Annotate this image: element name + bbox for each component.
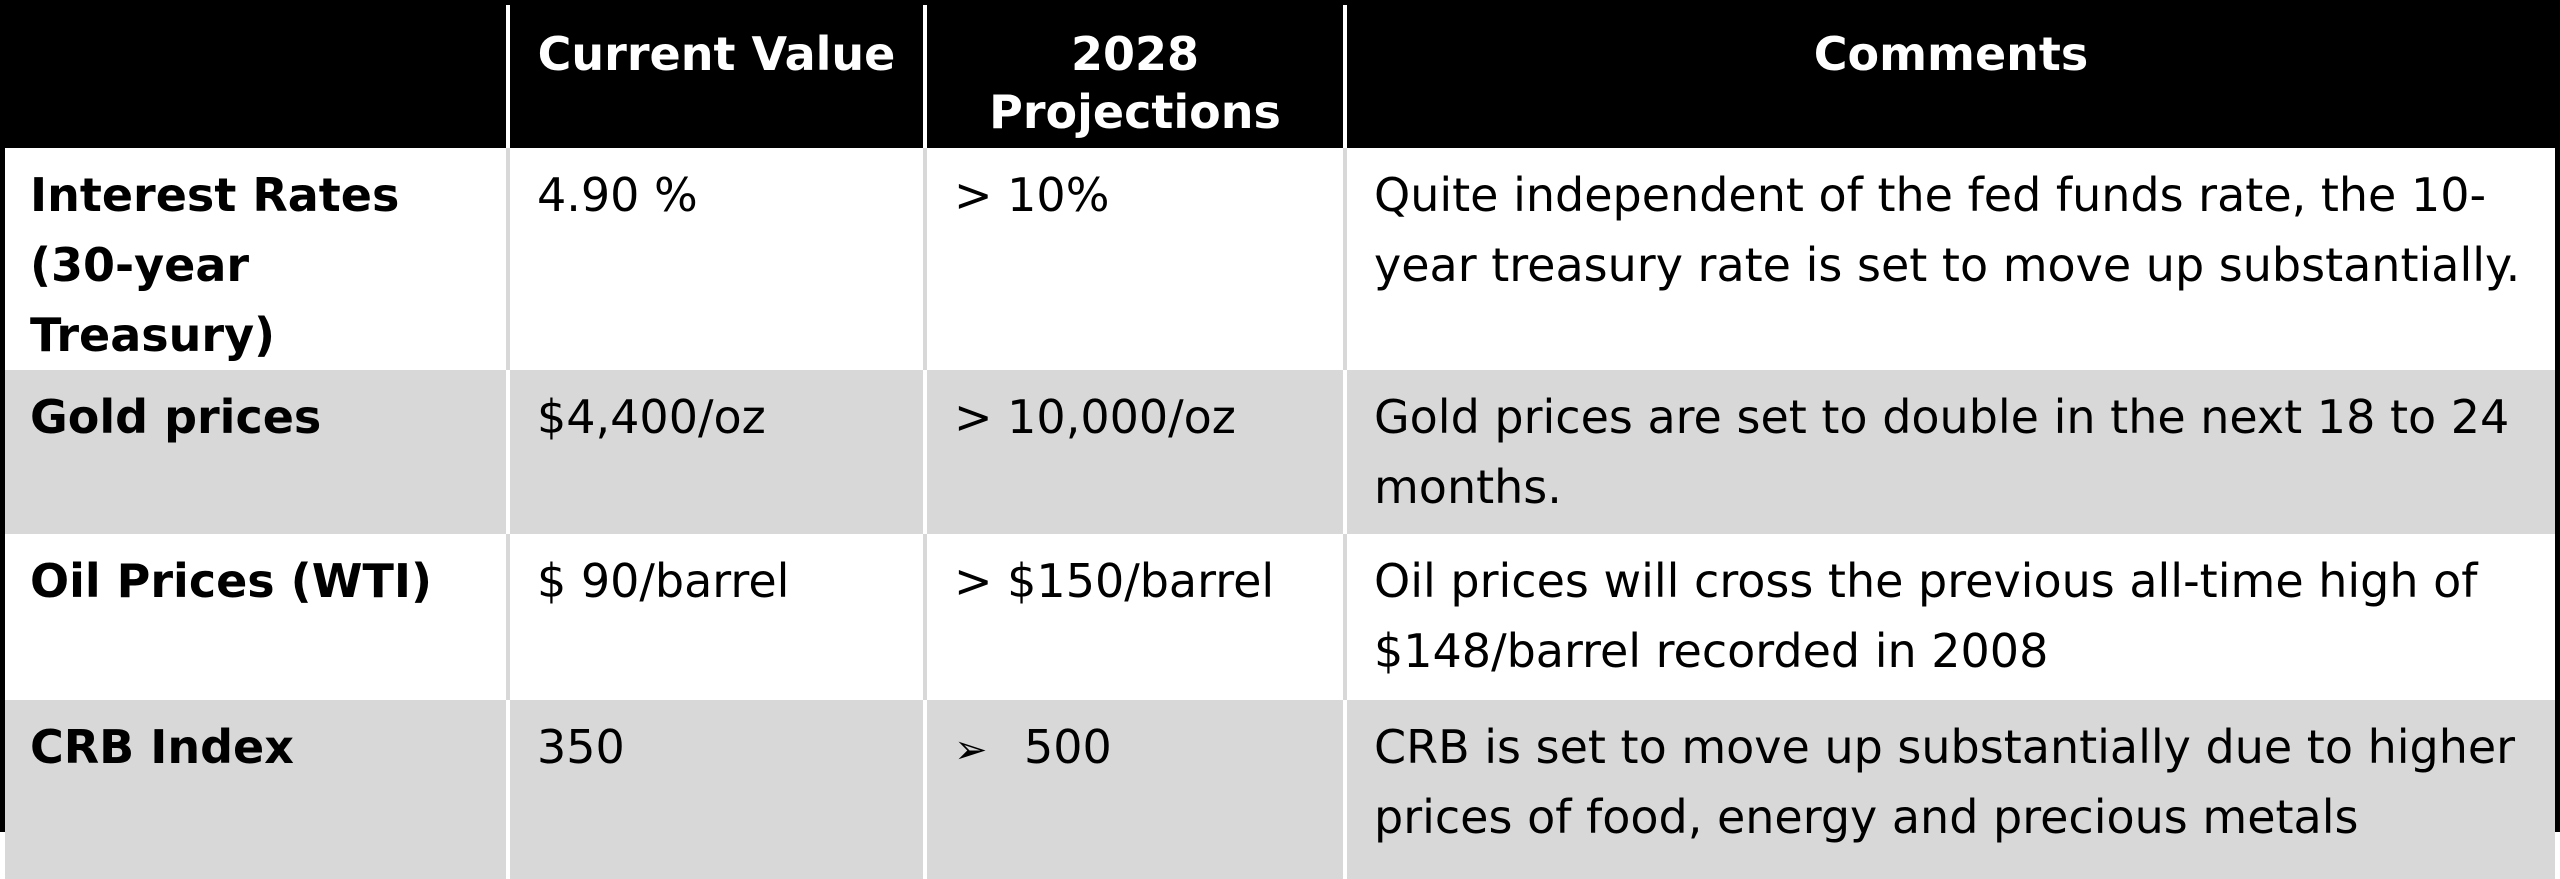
row-label: Gold prices: [5, 370, 508, 534]
current-value-cell: $4,400/oz: [506, 370, 925, 534]
comment-cell: Quite independent of the fed funds rate,…: [1343, 148, 2555, 370]
header-current-value: Current Value: [506, 5, 925, 148]
comment-cell: Oil prices will cross the previous all-t…: [1343, 534, 2555, 700]
comment-line1: Oil prices will cross the previous all-t…: [1374, 554, 2478, 608]
projections-table: Current Value 2028 Projections Comments …: [5, 5, 2555, 879]
projection-cell: > 10%: [923, 148, 1345, 370]
projection-cell: > $150/barrel: [923, 534, 1345, 700]
comment-line2: year treasury rate is set to move up sub…: [1374, 238, 2521, 292]
projection-value: 500: [1024, 720, 1112, 774]
current-value-cell: 350: [506, 700, 925, 879]
row-label-line1: Interest Rates: [30, 168, 400, 222]
table-row-crb-index: CRB Index 350 ➢ 500 CRB is set to move up…: [5, 700, 2555, 879]
comment-line2: prices of food, energy and precious meta…: [1374, 790, 2359, 844]
comment-cell: Gold prices are set to double in the nex…: [1343, 370, 2555, 534]
row-label: Oil Prices (WTI): [5, 534, 508, 700]
table-row-gold-prices: Gold prices $4,400/oz > 10,000/oz Gold p…: [5, 370, 2555, 534]
header-2028-line1: 2028: [1070, 27, 1200, 81]
current-value-cell: 4.90 %: [506, 148, 925, 370]
header-empty-cell: [5, 5, 508, 148]
current-value-cell: $ 90/barrel: [506, 534, 925, 700]
row-label-line2: (30-year Treasury): [30, 238, 276, 362]
comment-line1: CRB is set to move up substantially due …: [1374, 720, 2516, 774]
header-2028-projections: 2028 Projections: [923, 5, 1345, 148]
row-label: Interest Rates (30-year Treasury): [5, 148, 508, 370]
header-comments: Comments: [1343, 5, 2555, 148]
table-row-oil-prices: Oil Prices (WTI) $ 90/barrel > $150/barr…: [5, 534, 2555, 700]
projection-cell: > 10,000/oz: [923, 370, 1345, 534]
comment-line2: months.: [1374, 460, 1562, 514]
comment-cell: CRB is set to move up substantially due …: [1343, 700, 2555, 879]
header-2028-line2: Projections: [989, 85, 1281, 139]
projection-cell: ➢ 500: [923, 700, 1345, 879]
table-row-interest-rates: Interest Rates (30-year Treasury) 4.90 %…: [5, 148, 2555, 370]
comment-line1: Quite independent of the fed funds rate,…: [1374, 168, 2487, 222]
arrow-bullet-icon: ➢: [954, 727, 988, 773]
header-row: Current Value 2028 Projections Comments: [5, 5, 2555, 148]
comment-line2: $148/barrel recorded in 2008: [1374, 624, 2049, 678]
row-label: CRB Index: [5, 700, 508, 879]
comment-line1: Gold prices are set to double in the nex…: [1374, 390, 2510, 444]
